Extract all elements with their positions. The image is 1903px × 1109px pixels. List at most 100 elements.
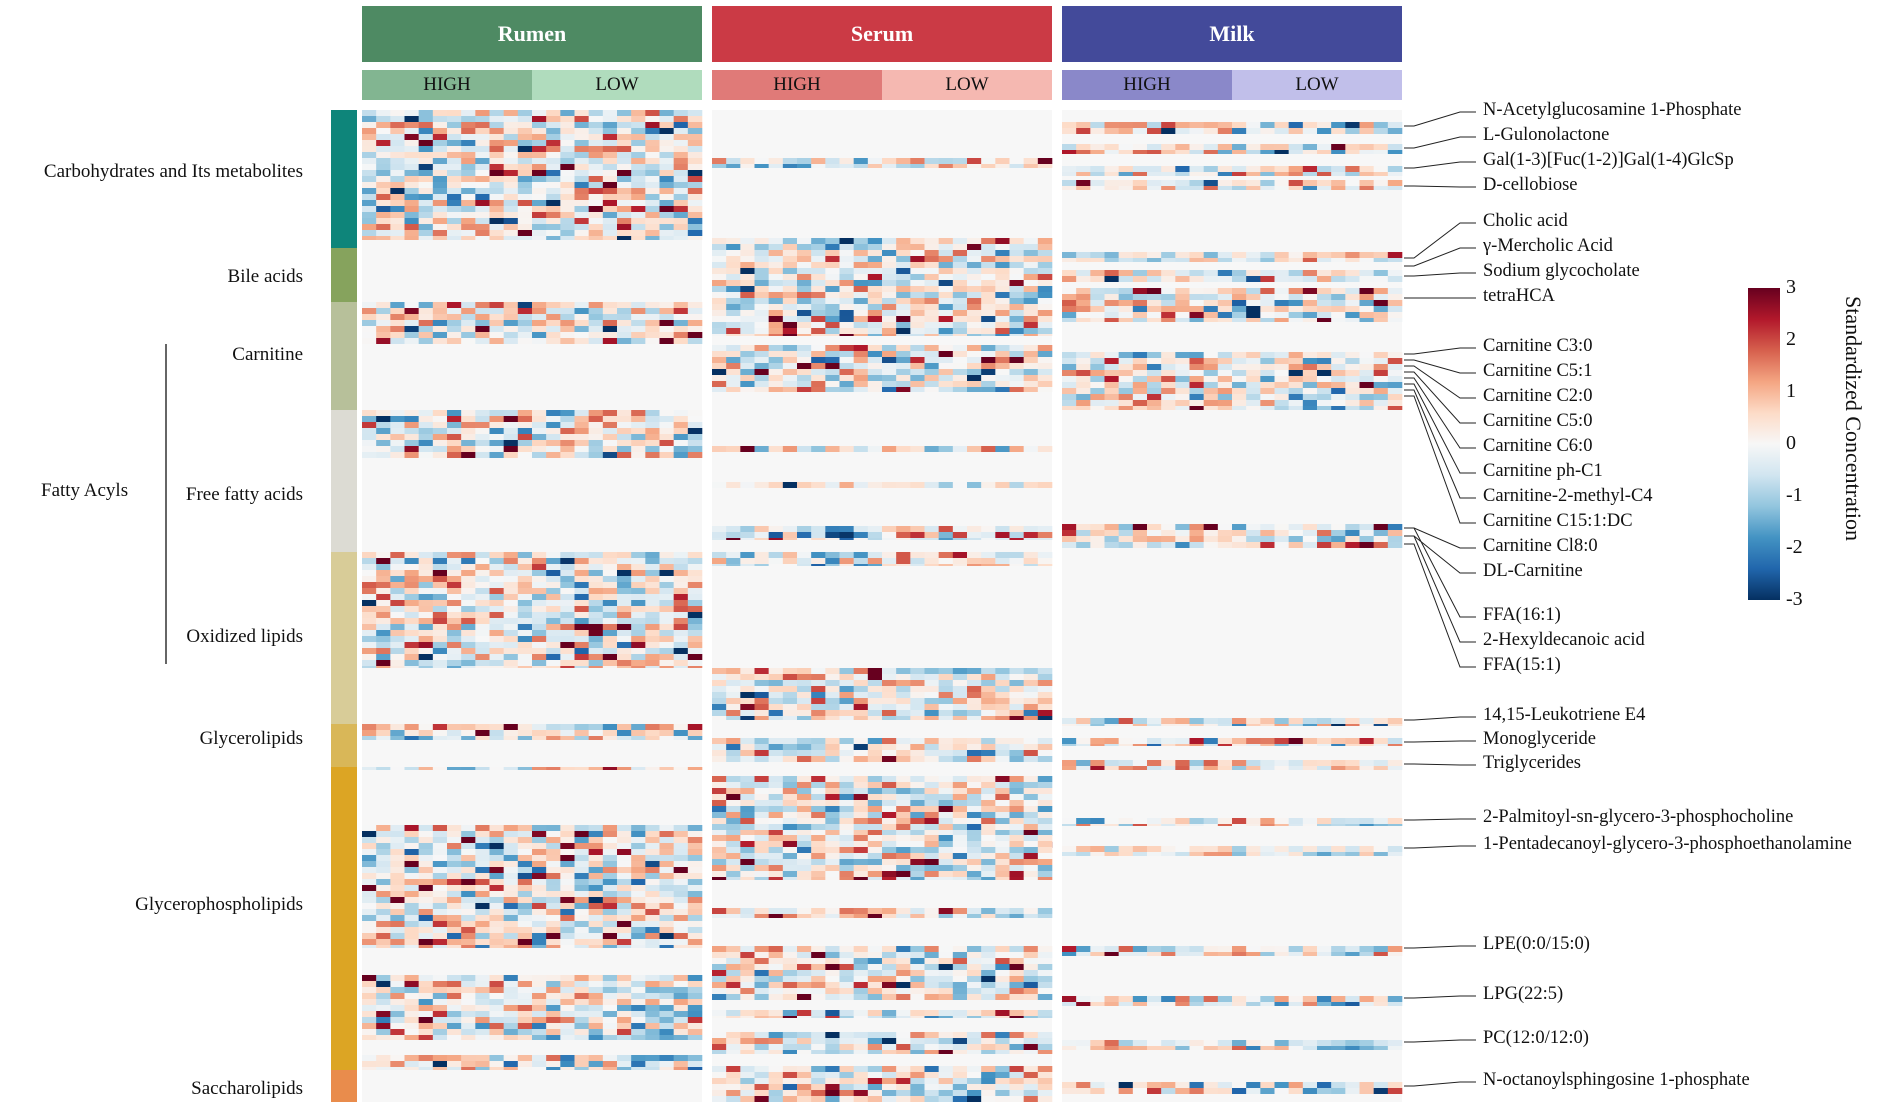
heat-cell [1331,144,1346,150]
heat-cell [432,564,448,570]
heat-cell [659,428,674,434]
heat-cell [981,298,996,304]
heat-cell [687,302,703,308]
heat-cell [1302,358,1318,364]
heat-cell [967,363,982,369]
heat-cell [867,244,883,250]
heat-cell [811,812,826,818]
heat-cell [560,116,575,122]
heat-cell [1104,294,1119,300]
heat-cell [768,1032,784,1038]
heat-cell [1009,668,1024,674]
heat-cell [503,320,519,326]
heat-cell [768,375,784,381]
heat-cell [1203,186,1219,190]
heat-cell [560,594,575,600]
heat-cell [1246,150,1261,154]
heat-cell [617,767,632,770]
heat-cell [1037,716,1053,720]
heat-cell [517,921,533,927]
heat-cell [645,642,660,648]
heat-cell [768,164,784,168]
heat-cell [418,434,434,440]
heat-cell [574,612,589,618]
heat-cell [645,446,660,452]
heat-cell [376,308,391,314]
heat-cell [517,987,533,993]
heat-cell [645,1029,660,1035]
heat-cell [924,1072,939,1078]
heat-cell [839,1010,854,1016]
heat-cell [503,236,519,240]
heat-cell [560,1061,575,1067]
heat-cell [867,812,883,818]
heat-cell [517,736,533,740]
heat-cell [768,262,784,268]
heat-cell [475,410,490,416]
heat-cell [602,831,618,837]
heat-cell [938,322,954,328]
heat-cell [475,338,490,344]
heat-cell [404,200,419,206]
heat-cell [782,1044,798,1050]
heat-cell [1147,150,1162,154]
heat-cell [687,218,703,224]
heat-cell [602,182,618,188]
heat-cell [797,363,812,369]
heat-cell [418,921,434,927]
heat-cell [1076,364,1091,370]
heat-cell [418,1029,434,1035]
heat-cell [768,256,784,262]
heat-cell [981,806,996,812]
heat-cell [882,316,897,322]
heat-cell [1037,256,1053,262]
heat-cell [645,236,660,240]
heat-cell [489,885,504,891]
heat-cell [938,952,954,958]
heat-cell [754,988,769,994]
heat-cell [588,654,604,660]
heat-cell [602,999,618,1005]
heat-cell [390,1011,405,1017]
heat-cell [461,452,476,458]
heat-cell [882,158,897,164]
heat-cell [952,1044,968,1050]
heat-cell [645,576,660,582]
heat-cell [967,668,982,674]
heat-cell [1023,381,1039,387]
heat-cell [617,140,632,146]
heat-cell [924,988,939,994]
heat-cell [811,1096,826,1102]
heat-cell [532,224,547,230]
heat-cell [432,308,448,314]
heat-cell [882,970,897,976]
heat-cell [1288,252,1304,258]
heat-cell [1090,370,1105,376]
heat-cell [673,140,689,146]
heat-cell [404,831,419,837]
heat-cell [390,837,405,843]
heat-cell [475,927,490,933]
heat-cell [475,861,490,867]
heat-cell [617,975,632,981]
heat-cell [825,824,840,830]
heat-cell [1023,946,1039,952]
heat-cell [811,830,826,836]
heat-cell [797,859,812,865]
heat-cell [503,146,519,152]
heat-cell [882,788,897,794]
heat-cell [740,806,755,812]
heat-cell [617,660,632,666]
heat-cell [645,636,660,642]
heat-cell [952,316,968,322]
heat-cell [910,964,925,970]
heat-cell [390,606,405,612]
heat-cell [574,666,589,668]
heat-cell [924,304,939,310]
heat-cell [447,140,462,146]
heat-cell [376,1067,391,1070]
heat-cell [995,835,1010,841]
heat-cell [754,1066,769,1072]
heat-cell [489,825,504,831]
heat-cell [475,308,490,314]
